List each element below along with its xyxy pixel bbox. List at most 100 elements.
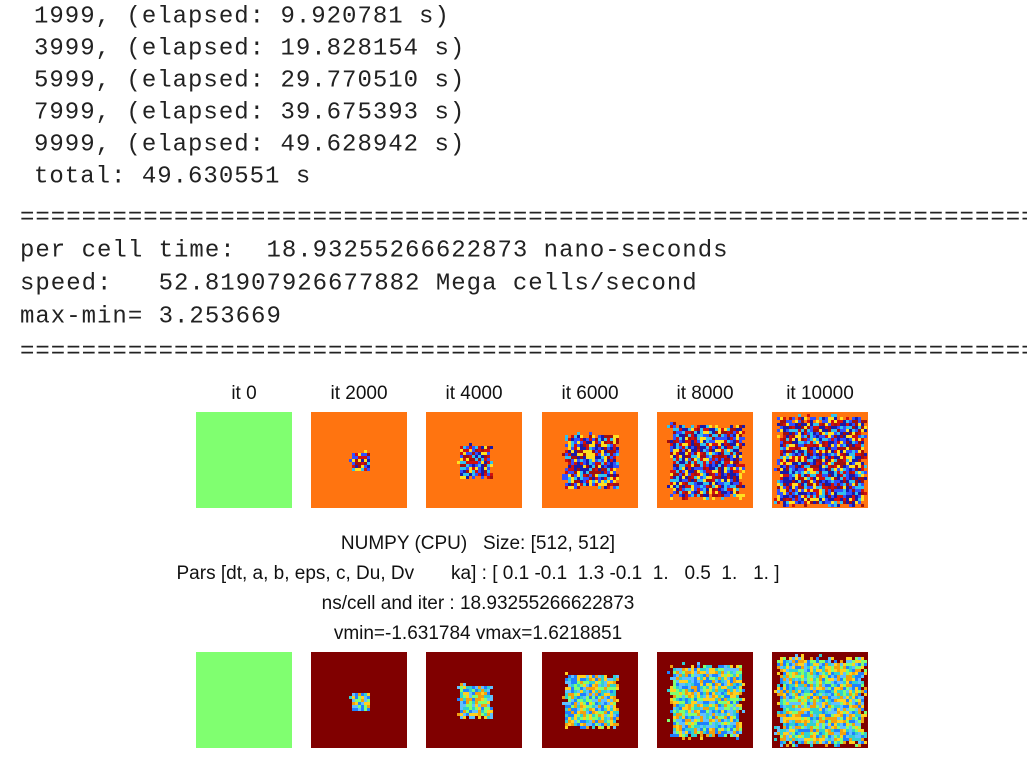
pattern-cell (816, 495, 819, 498)
pattern-cell (780, 693, 783, 696)
pattern-cell (798, 423, 801, 426)
pattern-cell (355, 465, 358, 468)
pattern-cell (694, 710, 697, 713)
pattern-cell (724, 710, 727, 713)
pattern-cell (727, 455, 730, 458)
pattern-cell (718, 704, 721, 707)
pattern-cell (703, 458, 706, 461)
pattern-cell (667, 485, 670, 488)
pattern-cell (834, 693, 837, 696)
pattern-cell (852, 696, 855, 699)
pattern-cell (685, 695, 688, 698)
pattern-cell (837, 681, 840, 684)
pattern-cell (487, 689, 490, 692)
pattern-cell (843, 702, 846, 705)
pattern-cell (789, 435, 792, 438)
pattern-cell (730, 446, 733, 449)
pattern-cell (598, 675, 601, 678)
pattern-cell (466, 470, 469, 473)
pattern-cell (484, 686, 487, 689)
pattern-cell (828, 657, 831, 660)
pattern-cell (840, 477, 843, 480)
pattern-cell (804, 444, 807, 447)
pattern-cell (798, 663, 801, 666)
pattern-cell (837, 693, 840, 696)
pattern-cell (822, 495, 825, 498)
pattern-cell (688, 464, 691, 467)
pattern-cell (730, 701, 733, 704)
pattern-cell (610, 456, 613, 459)
pattern-cell (361, 708, 364, 711)
pattern-cell (712, 686, 715, 689)
pattern-cell (807, 453, 810, 456)
pattern-cell (840, 666, 843, 669)
pattern-cell (807, 429, 810, 432)
pattern-cell (592, 714, 595, 717)
pattern-cell (691, 713, 694, 716)
pattern-cell (592, 723, 595, 726)
pattern-cell (676, 440, 679, 443)
pattern-cell (816, 657, 819, 660)
pattern-cell (583, 453, 586, 456)
pattern-cell (840, 447, 843, 450)
pattern-cell (715, 458, 718, 461)
pattern-cell (801, 468, 804, 471)
pattern-cell (849, 717, 852, 720)
pattern-cell (804, 465, 807, 468)
pattern-cell (676, 695, 679, 698)
pattern-cell (697, 440, 700, 443)
pattern-cell (682, 467, 685, 470)
pattern-cell (825, 702, 828, 705)
pattern-cell (825, 498, 828, 501)
pattern-cell (795, 477, 798, 480)
pattern-cell (580, 699, 583, 702)
pattern-cell (679, 494, 682, 497)
pattern-cell (484, 716, 487, 719)
pattern-cell (792, 504, 795, 507)
pattern-cell (478, 470, 481, 473)
pattern-cell (697, 458, 700, 461)
pattern-cell (601, 471, 604, 474)
pattern-cell (706, 719, 709, 722)
pattern-cell (676, 698, 679, 701)
pattern-cell (724, 704, 727, 707)
pattern-cell (604, 453, 607, 456)
pattern-cell (840, 429, 843, 432)
pattern-cell (589, 456, 592, 459)
pattern-cell (607, 468, 610, 471)
pattern-cell (595, 468, 598, 471)
pattern-cell (855, 705, 858, 708)
pattern-cell (691, 458, 694, 461)
pattern-cell (774, 732, 777, 735)
pattern-cell (828, 453, 831, 456)
pattern-cell (487, 446, 490, 449)
pattern-cell (598, 450, 601, 453)
stats-line: per cell time: 18.93255266622873 nano-se… (20, 237, 729, 264)
pattern-cell (780, 657, 783, 660)
pattern-cell (807, 705, 810, 708)
pattern-cell (589, 459, 592, 462)
pattern-cell (583, 717, 586, 720)
pattern-cell (813, 453, 816, 456)
pattern-cell (685, 692, 688, 695)
pattern-cell (804, 474, 807, 477)
pattern-cell (795, 432, 798, 435)
pattern-cell (852, 444, 855, 447)
pattern-cell (367, 705, 370, 708)
pattern-cell (837, 480, 840, 483)
pattern-cell (834, 669, 837, 672)
pattern-cell (613, 720, 616, 723)
pattern-cell (861, 492, 864, 495)
pattern-cell (736, 473, 739, 476)
pattern-cell (475, 698, 478, 701)
pattern-cell (789, 732, 792, 735)
pattern-cell (837, 435, 840, 438)
pattern-cell (810, 459, 813, 462)
pattern-cell (592, 696, 595, 699)
pattern-cell (861, 699, 864, 702)
pattern-cell (679, 482, 682, 485)
pattern-cell (682, 719, 685, 722)
pattern-cell (792, 501, 795, 504)
pattern-cell (703, 701, 706, 704)
pattern-cell (786, 699, 789, 702)
